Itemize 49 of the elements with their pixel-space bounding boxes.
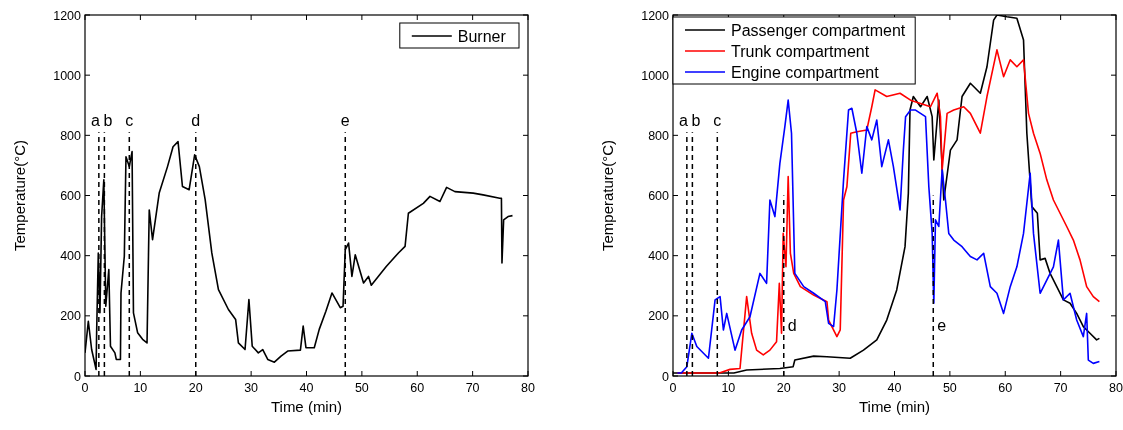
legend-label: Burner [457,28,507,45]
y-tick-label: 1000 [53,68,82,83]
y-axis-title: Temperature(°C) [11,139,28,252]
ref-line-label: d [787,316,797,334]
ref-line-label: a [90,112,100,130]
x-axis-title: Time (min) [270,398,343,415]
y-tick-label: 1000 [641,68,670,83]
y-tick-label: 600 [648,189,670,203]
x-tick-label: 40 [887,381,902,395]
x-tick-label: 70 [465,381,480,395]
x-tick-label: 10 [721,381,736,395]
x-tick-label: 30 [244,381,259,395]
legend-label: Trunk compartment [731,43,870,60]
y-tick-label: 0 [662,369,670,384]
legend-label: Passenger compartment [731,22,906,39]
y-tick-label: 1200 [641,8,670,23]
x-tick-label: 60 [998,381,1013,395]
y-tick-label: 800 [648,128,670,143]
x-tick-label: 80 [1109,381,1123,395]
x-axis-title: Time (min) [858,398,931,415]
x-tick-label: 40 [299,381,314,395]
ref-line-label: d [191,112,201,130]
ref-line-label: c [125,112,134,130]
ref-line-label: a [678,112,688,130]
ref-line-label: e [937,316,947,334]
ref-line-label: b [691,112,701,130]
line-series [676,99,1101,374]
y-tick-label: 200 [648,309,670,324]
x-tick-label: 60 [410,381,425,395]
ref-line-label: c [713,112,722,130]
y-tick-label: 800 [60,128,82,143]
y-tick-label: 0 [74,369,82,384]
y-axis-title: Temperature(°C) [599,139,616,252]
x-tick-label: 50 [354,381,369,395]
x-tick-label: 50 [942,381,957,395]
x-tick-label: 20 [188,381,203,395]
x-tick-label: 10 [133,381,148,395]
ref-line-label: b [103,112,113,130]
y-tick-label: 600 [60,189,82,203]
legend-label: Engine compartment [731,64,880,81]
y-tick-label: 200 [60,309,82,324]
x-tick-label: 80 [521,381,535,395]
y-tick-label: 400 [60,249,82,264]
x-tick-label: 20 [776,381,791,395]
y-tick-label: 400 [648,249,670,264]
x-tick-label: 30 [832,381,847,395]
ref-line-label: e [340,112,350,130]
y-tick-label: 1200 [53,8,82,23]
x-tick-label: 70 [1053,381,1068,395]
